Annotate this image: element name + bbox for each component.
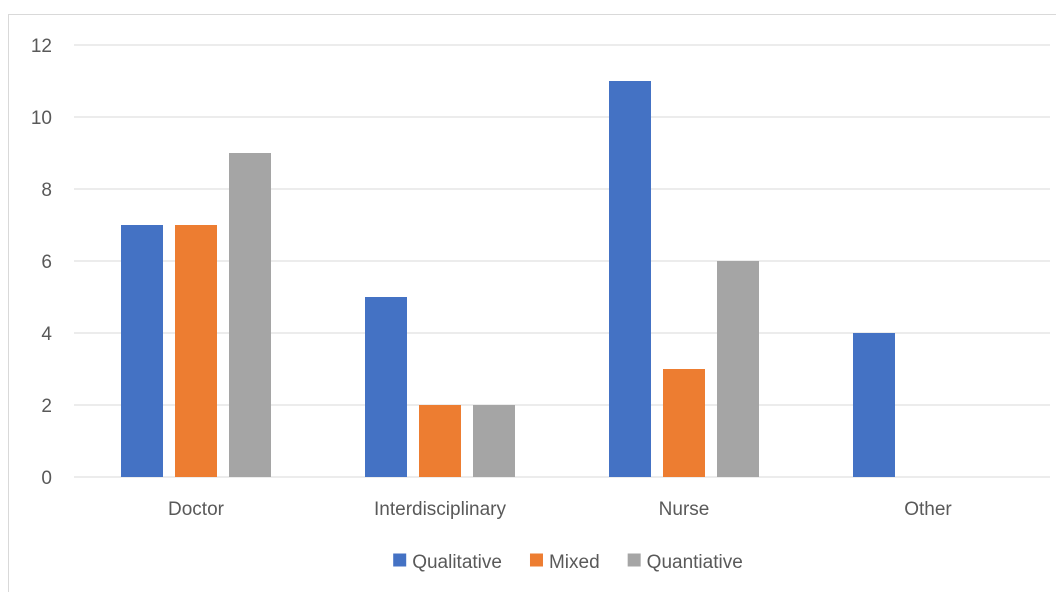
bar-other-qualitative	[853, 333, 895, 477]
bar-doctor-quantiative	[229, 153, 271, 477]
bar-nurse-mixed	[663, 369, 705, 477]
gridlines	[74, 44, 1050, 478]
y-tick-label-6: 6	[41, 252, 52, 273]
x-axis-category-labels: Doctor Interdisciplinary Nurse Other	[168, 499, 952, 520]
bar-nurse-quantiative	[717, 261, 759, 477]
y-tick-label-0: 0	[41, 468, 52, 489]
legend-swatch-mixed	[529, 553, 543, 567]
bar-nurse-qualitative	[609, 81, 651, 477]
legend-label-mixed: Mixed	[549, 552, 600, 573]
y-tick-label-2: 2	[41, 396, 52, 417]
bars	[121, 81, 895, 477]
y-axis-tick-labels: 0 2 4 6 8 10 12	[31, 36, 53, 489]
legend: Qualitative Mixed Quantiative	[393, 552, 743, 573]
y-tick-label-8: 8	[41, 180, 52, 201]
legend-label-quantiative: Quantiative	[647, 552, 743, 573]
bar-interdisciplinary-mixed	[419, 405, 461, 477]
legend-swatch-quantiative	[627, 553, 641, 567]
y-tick-label-4: 4	[41, 324, 52, 345]
x-category-label-interdisciplinary: Interdisciplinary	[374, 499, 506, 520]
legend-swatch-qualitative	[393, 553, 407, 567]
y-tick-label-12: 12	[31, 36, 52, 57]
bar-interdisciplinary-quantiative	[473, 405, 515, 477]
legend-label-qualitative: Qualitative	[412, 552, 502, 573]
x-category-label-doctor: Doctor	[168, 499, 225, 520]
chart-frame	[8, 14, 1056, 592]
bar-interdisciplinary-qualitative	[365, 297, 407, 477]
bar-doctor-qualitative	[121, 225, 163, 477]
bar-doctor-mixed	[175, 225, 217, 477]
x-category-label-nurse: Nurse	[659, 499, 710, 520]
y-tick-label-10: 10	[31, 108, 52, 129]
x-category-label-other: Other	[904, 499, 952, 520]
